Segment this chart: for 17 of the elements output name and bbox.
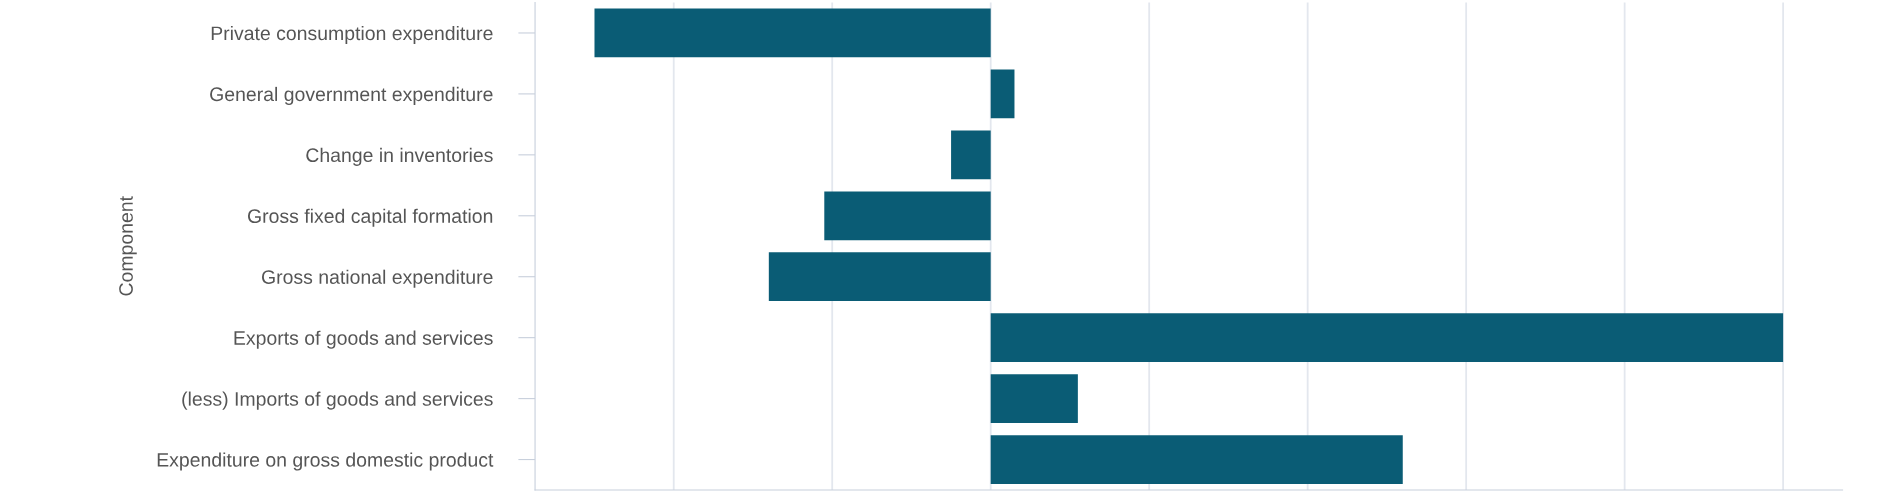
bar xyxy=(990,313,1784,363)
bar xyxy=(951,130,991,180)
y-tick-label: Expenditure on gross domestic product xyxy=(157,452,494,471)
y-tick-label: Exports of goods and services xyxy=(234,330,493,349)
bar xyxy=(990,435,1403,484)
y-axis-title: Component xyxy=(119,196,137,296)
y-tick-label: Gross fixed capital formation xyxy=(247,208,493,227)
y-tick-label: General government expenditure xyxy=(210,86,493,105)
bar xyxy=(990,69,1015,119)
y-tick-label: Change in inventories xyxy=(306,147,493,166)
y-tick-label: (less) Imports of goods and services xyxy=(182,391,493,410)
bar xyxy=(990,374,1078,423)
bar xyxy=(594,8,991,58)
y-tick-label: Private consumption expenditure xyxy=(211,25,493,45)
bar xyxy=(768,252,991,302)
y-tick-label: Gross national expenditure xyxy=(261,269,493,288)
bar xyxy=(824,191,991,241)
